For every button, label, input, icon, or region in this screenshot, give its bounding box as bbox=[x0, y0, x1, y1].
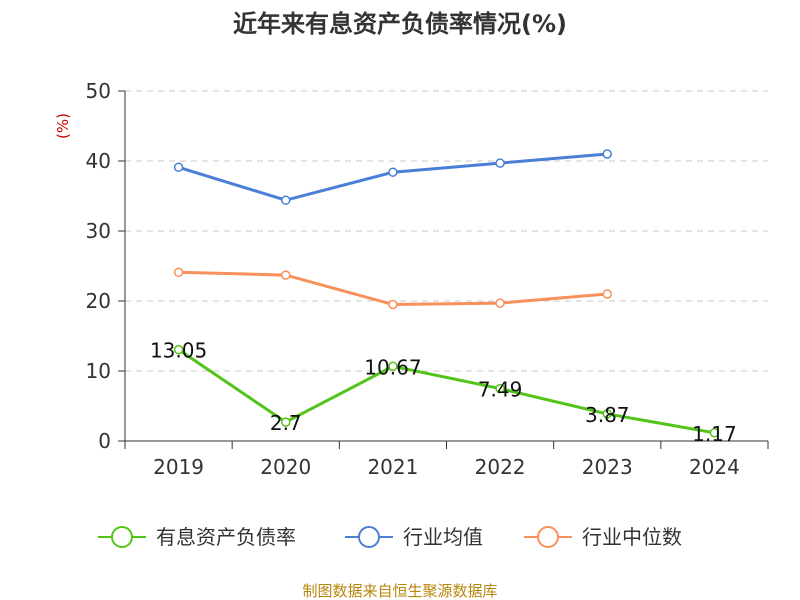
axes bbox=[118, 90, 769, 449]
data-point bbox=[281, 195, 291, 205]
y-tick-label: 30 bbox=[86, 219, 111, 243]
legend-marker bbox=[111, 526, 133, 548]
data-point bbox=[388, 167, 398, 177]
y-tick-label: 40 bbox=[86, 149, 111, 173]
y-tick-label: 20 bbox=[86, 289, 111, 313]
x-tick-label: 2024 bbox=[689, 455, 740, 479]
series-lines bbox=[177, 152, 715, 435]
legend-label: 有息资产负债率 bbox=[156, 525, 296, 549]
legend-marker bbox=[358, 526, 380, 548]
legend-label: 行业均值 bbox=[403, 525, 483, 549]
source-note: 制图数据来自恒生聚源数据库 bbox=[302, 582, 497, 600]
legend: 有息资产负债率 行业均值 行业中位数 bbox=[98, 525, 682, 549]
legend-marker bbox=[537, 526, 559, 548]
data-point bbox=[602, 409, 612, 419]
data-point bbox=[173, 267, 184, 278]
data-label: 2.7 bbox=[270, 411, 302, 435]
data-point bbox=[281, 270, 291, 280]
x-tick-label: 2021 bbox=[367, 455, 418, 479]
chart-title: 近年来有息资产负债率情况(%) bbox=[233, 10, 567, 38]
data-point bbox=[602, 149, 612, 159]
data-label: 13.05 bbox=[150, 339, 207, 363]
data-label: 1.17 bbox=[692, 422, 737, 446]
data-label: 7.49 bbox=[478, 378, 523, 402]
data-point bbox=[495, 298, 505, 308]
y-tick-label: 0 bbox=[98, 429, 111, 453]
data-label: 3.87 bbox=[585, 403, 630, 427]
x-tick-label: 2023 bbox=[582, 455, 633, 479]
data-point bbox=[709, 428, 720, 438]
data-point bbox=[388, 299, 398, 310]
x-tick-label: 2019 bbox=[153, 455, 204, 479]
series-line bbox=[178, 270, 608, 306]
data-labels: 13.05 2.7 10.67 7.49 3.87 1.17 bbox=[150, 339, 737, 446]
data-point bbox=[173, 344, 184, 355]
data-point bbox=[173, 162, 184, 173]
data-point bbox=[495, 383, 505, 394]
data-point bbox=[388, 361, 398, 372]
data-point bbox=[602, 289, 612, 299]
y-tick-labels: 0 10 20 30 40 50 bbox=[86, 79, 111, 453]
series-points bbox=[173, 149, 720, 438]
data-point bbox=[495, 158, 505, 168]
series-line bbox=[177, 348, 715, 435]
x-tick-label: 2022 bbox=[475, 455, 526, 479]
x-tick-label: 2020 bbox=[260, 455, 311, 479]
legend-label: 行业中位数 bbox=[582, 525, 682, 549]
gridlines bbox=[125, 90, 768, 372]
y-axis-label: (%) bbox=[54, 113, 72, 139]
y-tick-label: 50 bbox=[86, 79, 111, 103]
y-tick-label: 10 bbox=[86, 359, 111, 383]
x-tick-labels: 2019 2020 2021 2022 2023 2024 bbox=[153, 455, 740, 479]
data-label: 10.67 bbox=[364, 355, 421, 379]
data-point bbox=[281, 417, 291, 427]
